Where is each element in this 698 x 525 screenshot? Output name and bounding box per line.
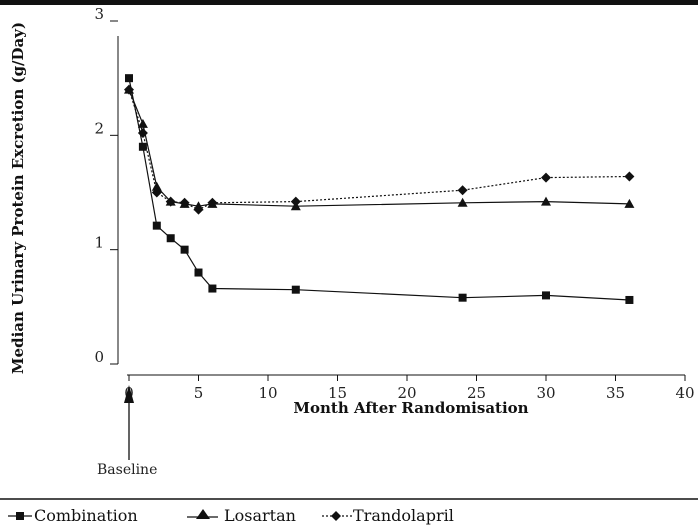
series-line-losartan: [128, 89, 630, 207]
series-combination: [125, 74, 634, 304]
y-axis-title: Median Urinary Protein Excretion (g/Day): [9, 22, 27, 374]
series-line-trandolapril: [128, 89, 630, 211]
series-group: [124, 74, 635, 304]
point-trandolapril-1: [137, 128, 148, 139]
point-combination-1: [138, 142, 147, 151]
y-axis: 0 1 2 3: [94, 5, 119, 366]
x-tick-label-5: 25: [467, 384, 486, 402]
baseline-arrow-head: [124, 385, 134, 403]
x-axis-title: Month After Randomisation: [293, 399, 528, 417]
series-losartan: [124, 84, 635, 211]
legend-item-losartan: Losartan: [187, 506, 296, 525]
y-tick-label-2: 2: [94, 119, 104, 137]
y-tick-label-3: 3: [94, 5, 104, 23]
point-trandolapril-6: [207, 197, 218, 208]
series-trandolapril: [124, 84, 635, 215]
x-axis: 0510152025303540: [124, 374, 695, 402]
x-tick-label-7: 35: [606, 384, 625, 402]
point-losartan-9: [541, 196, 551, 206]
baseline-label: Baseline: [97, 462, 157, 478]
x-tick-label-3: 15: [328, 384, 347, 402]
baseline-annotation: Baseline: [97, 385, 157, 478]
point-losartan-2: [151, 181, 162, 191]
series-line-combination: [128, 78, 630, 301]
x-tick-label-2: 10: [258, 384, 277, 402]
point-combination-6: [208, 284, 217, 293]
point-trandolapril-9: [541, 172, 551, 183]
point-trandolapril-0: [124, 84, 134, 95]
legend-marker-combination: [16, 512, 24, 520]
legend-label-losartan: Losartan: [224, 506, 296, 525]
legend-item-trandolapril: Trandolapril: [322, 506, 454, 525]
legend-label-trandolapril: Trandolapril: [353, 506, 454, 525]
top-border: [0, 0, 698, 5]
point-combination-0: [125, 74, 133, 83]
y-tick-label-0: 0: [94, 348, 104, 366]
point-combination-10: [625, 295, 634, 304]
legend-label-combination: Combination: [34, 506, 138, 525]
point-losartan-8: [457, 197, 468, 207]
legend-marker-trandolapril: [331, 511, 341, 521]
point-trandolapril-2: [151, 187, 162, 198]
point-combination-3: [166, 234, 175, 243]
point-losartan-10: [624, 198, 635, 208]
legend: Combination Losartan Trandolapril: [8, 506, 454, 525]
point-combination-8: [458, 293, 467, 302]
legend-marker-losartan: [196, 509, 210, 519]
y-tick-label-1: 1: [94, 234, 104, 252]
point-trandolapril-5: [193, 204, 204, 215]
point-trandolapril-8: [457, 185, 468, 196]
x-tick-label-1: 5: [194, 384, 204, 402]
legend-item-combination: Combination: [8, 506, 138, 525]
x-tick-label-6: 30: [536, 384, 555, 402]
x-tick-label-4: 20: [397, 384, 416, 402]
x-tick-label-8: 40: [675, 384, 694, 402]
point-trandolapril-7: [290, 196, 301, 207]
point-combination-2: [152, 221, 161, 230]
point-combination-9: [542, 291, 550, 300]
point-trandolapril-10: [624, 171, 635, 182]
point-trandolapril-3: [165, 196, 176, 207]
point-combination-5: [194, 268, 203, 277]
point-combination-4: [180, 245, 189, 254]
point-combination-7: [291, 285, 300, 294]
point-trandolapril-4: [179, 197, 190, 208]
